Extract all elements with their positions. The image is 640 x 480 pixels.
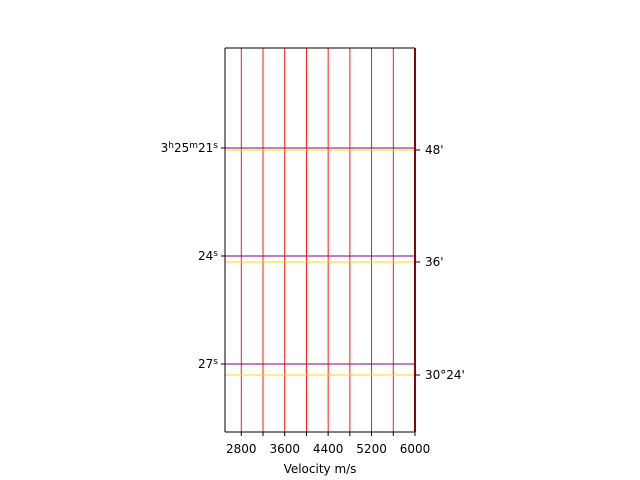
right-tick-label: 30°24'	[425, 368, 465, 382]
right-tick-label: 48'	[425, 143, 444, 157]
x-axis-ticks: 2800 3600 4400 5200 6000	[226, 432, 430, 456]
x-axis-label: Velocity m/s	[284, 462, 357, 476]
x-tick-label: 6000	[400, 442, 431, 456]
plot-background	[225, 48, 415, 432]
x-tick-label: 3600	[269, 442, 300, 456]
left-tick-label: 24s	[198, 249, 218, 263]
right-axis-ticks: 48' 36' 30°24'	[415, 143, 465, 382]
left-axis-ticks: 3h25m21s 24s 27s	[161, 141, 225, 371]
x-tick-label: 4400	[313, 442, 344, 456]
right-tick-label: 36'	[425, 255, 444, 269]
left-tick-label: 27s	[198, 357, 218, 371]
horizontal-gridlines	[225, 147, 415, 376]
x-tick-label: 5200	[356, 442, 387, 456]
left-tick-label: 3h25m21s	[161, 141, 219, 155]
plot-frame	[224, 47, 416, 433]
x-tick-label: 2800	[226, 442, 257, 456]
